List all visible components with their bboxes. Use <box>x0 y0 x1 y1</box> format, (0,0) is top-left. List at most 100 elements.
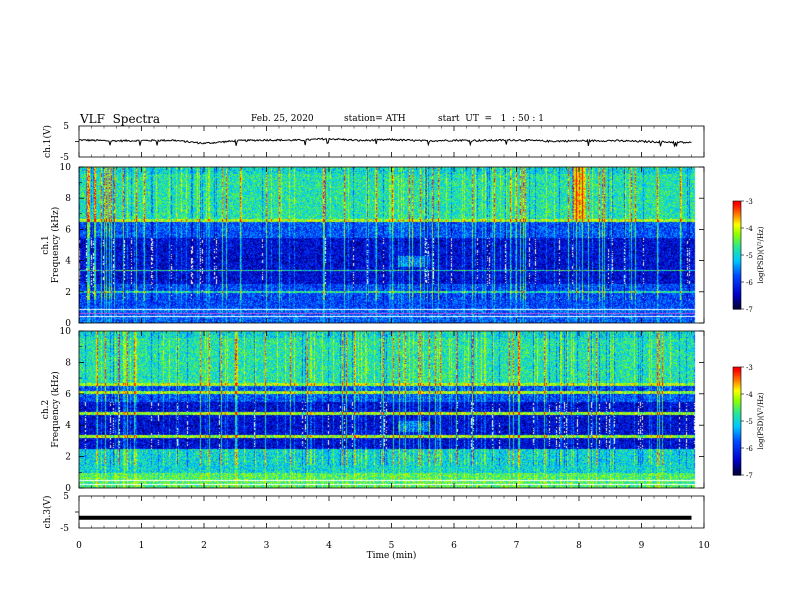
date-label: Feb. 25, 2020 <box>251 114 314 124</box>
colorbar-cell <box>733 457 741 460</box>
colorbar-cell <box>733 224 741 227</box>
colorbar-tick-label: -5 <box>746 418 753 426</box>
colorbar-tick-label: -4 <box>746 391 753 399</box>
colorbar-tick-label: -6 <box>746 279 753 287</box>
colorbar-cell <box>733 285 741 288</box>
colorbar-cell <box>733 233 741 236</box>
colorbar-cell <box>733 260 741 263</box>
colorbar-cell <box>733 401 741 404</box>
colorbar-cell <box>733 426 741 429</box>
colorbar-cell <box>733 403 741 406</box>
colorbar-cell <box>733 303 741 306</box>
colorbar-cell <box>733 244 741 247</box>
colorbar-cell <box>733 453 741 456</box>
colorbar-cell <box>733 421 741 424</box>
panel-ch2-spectrogram <box>78 330 744 489</box>
colorbar-cell <box>733 231 741 234</box>
colorbar-cell <box>733 372 741 375</box>
y-tick-label: 6 <box>65 390 71 400</box>
colorbar-cell <box>733 449 741 453</box>
colorbar-cell <box>733 428 741 431</box>
colorbar-cell <box>733 269 741 272</box>
colorbar-cell <box>733 282 741 285</box>
colorbar-cell <box>733 246 741 249</box>
y-tick-label: 4 <box>65 421 71 431</box>
colorbar-cell <box>733 431 741 435</box>
colorbar-cell <box>733 422 741 426</box>
x-tick-label: 4 <box>326 541 332 551</box>
colorbar-cell <box>733 390 741 393</box>
colorbar-cell <box>733 439 741 442</box>
colorbar-cell <box>733 273 741 276</box>
x-tick-label: 1 <box>139 541 145 551</box>
colorbar-cell <box>733 251 741 254</box>
colorbar-cell <box>733 206 741 209</box>
colorbar-cell <box>733 235 741 238</box>
y-axis-label: ch.3(V) <box>42 496 53 529</box>
panel-ch1-spectrogram <box>78 166 744 324</box>
colorbar-cell <box>733 265 741 269</box>
ch1-spectrogram-raster <box>79 167 704 323</box>
colorbar-cell <box>733 208 741 211</box>
colorbar-cell <box>733 240 741 243</box>
colorbar-cell <box>733 298 741 301</box>
colorbar-cell <box>733 305 741 308</box>
x-tick-label: 10 <box>698 541 710 551</box>
colorbar-cell <box>733 301 741 305</box>
colorbar-cell <box>733 201 741 204</box>
colorbar-cell <box>733 444 741 447</box>
colorbar-cell <box>733 238 741 242</box>
y-axis-label: ch.1(V) <box>42 125 53 158</box>
colorbar-cell <box>733 292 741 296</box>
y-axis-label-channel: ch.1 <box>41 235 51 254</box>
colorbar-cell <box>733 467 741 471</box>
colorbar-cell <box>733 415 741 418</box>
colorbar-cell <box>733 217 741 220</box>
colorbar-cell <box>733 229 741 233</box>
colorbar-cell <box>733 253 741 256</box>
colorbar-cell <box>733 442 741 445</box>
colorbar-cell <box>733 430 741 433</box>
x-tick-label: 9 <box>639 541 645 551</box>
colorbar-cell <box>733 264 741 267</box>
start-time-label: start UT = 1 : 50 : 1 <box>438 114 544 124</box>
colorbar-cell <box>733 464 741 467</box>
y-tick-label: 8 <box>65 194 71 204</box>
x-axis-label: Time (min) <box>367 550 417 561</box>
x-tick-label: 0 <box>76 541 82 551</box>
colorbar-cell <box>733 215 741 218</box>
colorbar-cell <box>733 408 741 411</box>
colorbar-cell <box>733 451 741 454</box>
y-tick-label: 5 <box>63 122 69 132</box>
colorbar-cell <box>733 220 741 224</box>
colorbar-cell <box>733 435 741 438</box>
colorbar-cell <box>733 256 741 260</box>
y-tick-label: 5 <box>63 492 69 502</box>
y-axis-label-frequency: Frequency (kHz) <box>50 207 61 284</box>
colorbar-cell <box>733 377 741 381</box>
colorbar-cell <box>733 469 741 472</box>
colorbar-cell <box>733 374 741 377</box>
colorbar-cell <box>733 410 741 413</box>
colorbar-cell <box>733 424 741 427</box>
x-tick-label: 2 <box>201 541 207 551</box>
y-tick-label: 2 <box>65 453 71 463</box>
colorbar-cell <box>733 419 741 422</box>
colorbar-cell <box>733 262 741 265</box>
colorbar-cell <box>733 294 741 297</box>
colorbar-cell <box>733 274 741 278</box>
colorbar-cell <box>733 417 741 420</box>
station-label: station= ATH <box>344 114 406 124</box>
colorbar-cell <box>733 368 741 372</box>
colorbar-cell <box>733 219 741 222</box>
colorbar-cell <box>733 204 741 207</box>
y-tick-label: 2 <box>65 288 71 298</box>
y-tick-label: 6 <box>65 225 71 235</box>
x-tick-label: 8 <box>576 541 582 551</box>
ch2-spectrogram-colorbar <box>732 366 744 476</box>
colorbar-cell <box>733 440 741 444</box>
y-tick-label: 0 <box>65 319 71 329</box>
colorbar-cell <box>733 255 741 258</box>
colorbar-cell <box>733 388 741 391</box>
